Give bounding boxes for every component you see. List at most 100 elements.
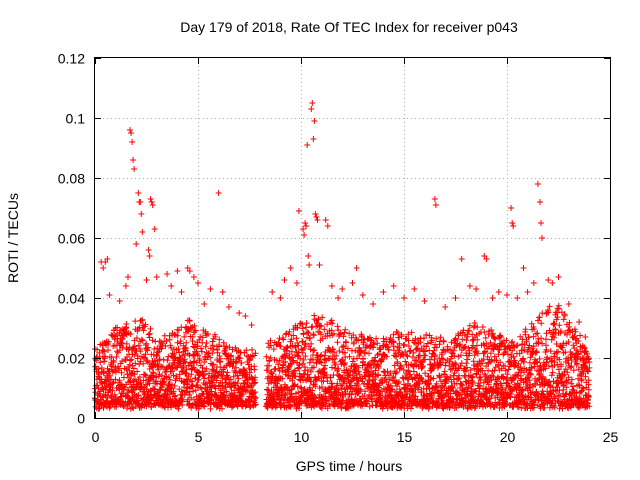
data-point	[487, 350, 494, 357]
data-point	[130, 157, 137, 163]
data-point	[324, 378, 331, 385]
data-point	[137, 348, 144, 355]
data-point	[404, 375, 411, 382]
data-point	[281, 277, 288, 283]
data-point	[151, 386, 158, 393]
data-point	[135, 190, 142, 196]
data-point	[400, 366, 407, 373]
data-point	[542, 365, 549, 372]
data-point	[553, 341, 560, 347]
data-point	[216, 383, 222, 390]
data-point	[508, 205, 515, 211]
data-point	[513, 342, 520, 349]
data-point	[138, 383, 145, 390]
data-point	[440, 356, 447, 363]
data-point	[410, 349, 417, 356]
data-point	[442, 380, 449, 387]
data-point	[358, 348, 365, 355]
data-point	[422, 370, 429, 377]
data-point	[133, 335, 140, 342]
data-point	[551, 334, 558, 341]
data-point	[528, 371, 534, 378]
data-point	[233, 364, 239, 371]
data-point	[167, 384, 174, 391]
data-point	[322, 217, 329, 223]
data-point	[412, 375, 419, 382]
data-point	[586, 364, 593, 371]
data-point	[309, 100, 316, 106]
data-point	[374, 340, 381, 347]
data-point	[310, 332, 317, 339]
data-point	[474, 350, 481, 357]
data-point	[474, 324, 481, 331]
data-point	[166, 336, 173, 343]
data-point	[300, 331, 307, 338]
data-point	[390, 331, 397, 338]
data-point	[574, 360, 580, 367]
data-point	[526, 342, 533, 349]
data-point	[525, 334, 532, 341]
data-point	[324, 321, 331, 328]
data-point	[299, 360, 306, 367]
data-point	[477, 383, 484, 389]
data-point	[213, 377, 220, 384]
data-point	[429, 386, 436, 392]
data-point	[330, 346, 336, 353]
data-point	[236, 310, 243, 316]
data-point	[326, 355, 333, 362]
data-point	[341, 360, 348, 366]
y-axis-label: ROTI / TECUs	[5, 193, 21, 283]
data-point	[538, 220, 544, 226]
data-point	[139, 337, 146, 344]
data-point	[404, 353, 411, 360]
data-point	[118, 369, 125, 376]
data-point	[339, 286, 346, 292]
data-point	[390, 339, 397, 346]
data-point	[338, 357, 345, 364]
data-point	[341, 329, 348, 336]
data-point	[168, 368, 175, 375]
data-point	[586, 359, 593, 365]
data-point	[132, 360, 139, 367]
data-point	[366, 403, 373, 410]
data-point	[198, 345, 205, 352]
data-point	[389, 386, 396, 393]
data-point	[252, 350, 259, 357]
data-point	[555, 348, 561, 355]
data-point	[132, 318, 139, 325]
data-point	[195, 376, 202, 383]
data-point	[318, 331, 324, 338]
data-point	[192, 327, 199, 334]
data-point	[457, 362, 464, 369]
data-point	[356, 352, 363, 359]
data-point	[97, 359, 104, 366]
data-point	[537, 199, 543, 205]
data-point	[539, 375, 546, 381]
data-point	[504, 380, 511, 387]
data-point	[178, 289, 185, 295]
data-point	[485, 343, 492, 350]
data-point	[533, 388, 540, 395]
data-point	[574, 350, 581, 357]
data-point	[455, 376, 462, 383]
data-point	[371, 341, 377, 348]
data-point	[560, 372, 566, 379]
data-point	[339, 382, 346, 389]
data-point	[198, 348, 205, 355]
data-point	[414, 396, 421, 403]
data-point	[297, 355, 304, 362]
data-point	[219, 289, 226, 295]
data-point	[303, 324, 309, 331]
data-point	[489, 330, 496, 337]
data-point	[408, 405, 414, 412]
data-point	[558, 328, 564, 335]
data-point	[570, 383, 576, 390]
data-point	[534, 330, 541, 337]
data-point	[119, 335, 126, 342]
data-point	[524, 289, 531, 295]
data-point	[447, 374, 454, 380]
data-point	[164, 271, 171, 277]
data-point	[582, 373, 589, 380]
data-point	[309, 387, 316, 394]
data-point	[175, 327, 182, 334]
